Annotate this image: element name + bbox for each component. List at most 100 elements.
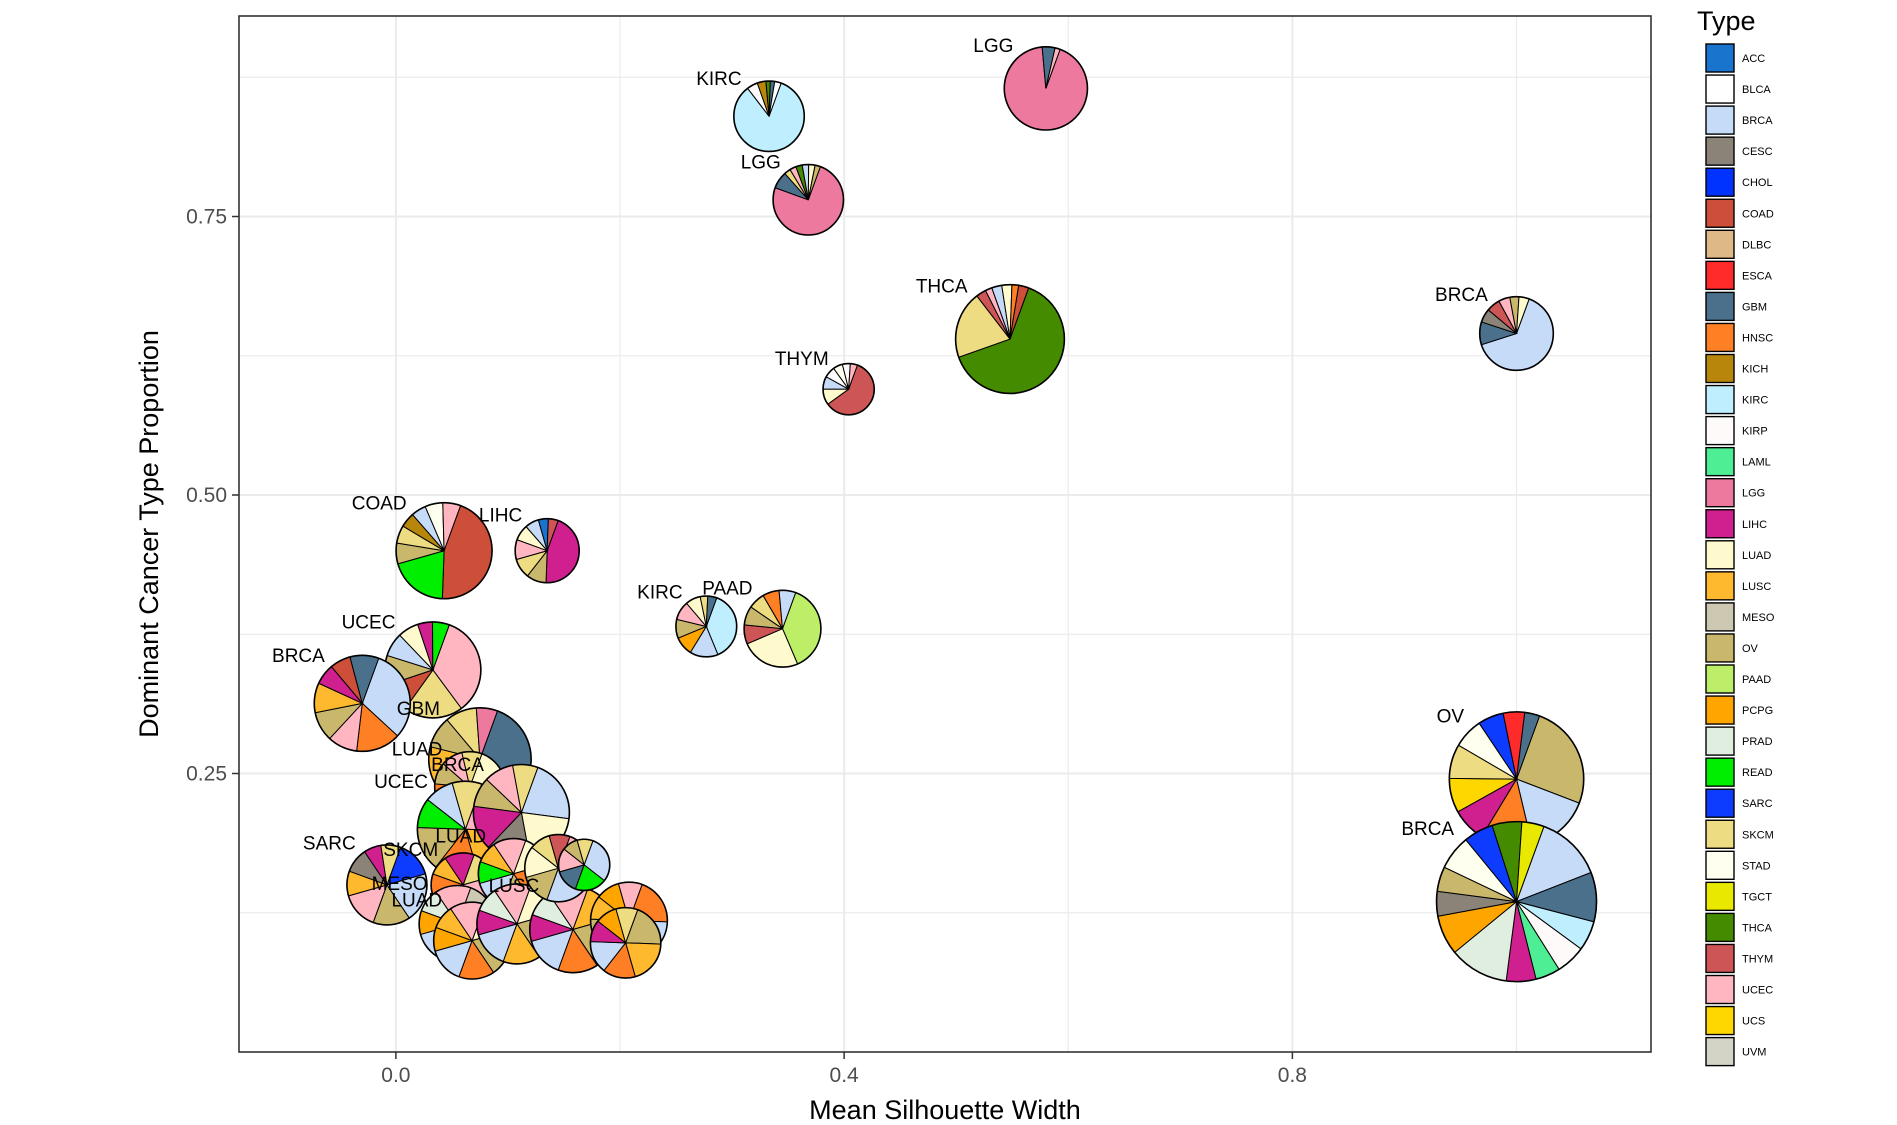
point-label: LUAD — [392, 739, 443, 760]
x-tick-label: 0.8 — [1278, 1064, 1307, 1087]
legend-key — [1705, 260, 1735, 291]
legend-label: UCEC — [1742, 985, 1773, 997]
pie-marker — [557, 838, 611, 892]
y-tick-label: 0.75 — [186, 206, 227, 229]
legend-title: Type — [1697, 6, 1756, 36]
pie-outline — [346, 844, 428, 926]
pie-marker — [675, 595, 738, 658]
legend-key — [1705, 1036, 1735, 1067]
pie-marker — [772, 163, 845, 236]
point-label: BRCA — [1401, 819, 1454, 840]
legend-label: THYM — [1742, 953, 1773, 965]
point-label: LUAD — [391, 891, 442, 912]
point-label: LGG — [741, 152, 781, 173]
legend-label: UVM — [1742, 1047, 1766, 1059]
legend-key — [1705, 353, 1735, 384]
pie-marker — [1003, 46, 1089, 131]
pie-outline — [733, 80, 806, 153]
point-label: THCA — [916, 277, 968, 298]
x-tick-label: 0.4 — [830, 1064, 860, 1087]
legend-label: HNSC — [1742, 332, 1773, 344]
legend-label: DLBC — [1742, 239, 1771, 251]
legend-key — [1705, 167, 1735, 197]
legend-key — [1705, 850, 1735, 880]
pie-outline — [1003, 46, 1089, 131]
legend-key — [1705, 415, 1735, 446]
point-label: GBM — [397, 699, 440, 720]
legend-key — [1705, 881, 1735, 912]
legend-key — [1705, 726, 1735, 756]
point-label: UCEC — [342, 612, 396, 633]
pie-marker — [346, 844, 428, 926]
y-tick-label: 0.25 — [186, 763, 227, 786]
legend-key — [1705, 105, 1735, 135]
legend-label: LGG — [1742, 488, 1765, 500]
point-label: KIRC — [637, 583, 682, 604]
legend-key — [1705, 695, 1735, 725]
point-label: MESO — [372, 874, 428, 895]
pie-outline — [395, 501, 493, 600]
y-tick-label: 0.50 — [186, 484, 227, 507]
legend-label: CHOL — [1742, 177, 1773, 189]
point-label: COAD — [352, 493, 407, 514]
legend-key — [1705, 912, 1735, 943]
legend-key — [1705, 757, 1735, 787]
point-label: LGG — [973, 36, 1013, 57]
pie-marker — [514, 517, 580, 584]
legend-label: UCS — [1742, 1016, 1765, 1028]
legend-key — [1705, 664, 1735, 694]
legend-label: PRAD — [1742, 736, 1773, 748]
pie-outline — [589, 906, 662, 979]
x-tick-label: 0.0 — [381, 1064, 410, 1087]
pie-marker — [384, 621, 482, 719]
pie-marker — [1448, 711, 1585, 848]
point-label: LIHC — [479, 506, 522, 527]
legend-label: SARC — [1742, 798, 1773, 810]
legend-label: READ — [1742, 767, 1773, 779]
point-label: OV — [1437, 707, 1465, 728]
pie-outline — [772, 163, 845, 236]
pie-marker — [313, 654, 412, 753]
legend-key — [1705, 229, 1735, 260]
point-label: LUAD — [435, 826, 486, 847]
legend-label: LAML — [1742, 457, 1771, 469]
legend-label: KIRP — [1742, 426, 1768, 438]
point-label: UCEC — [374, 772, 428, 793]
legend-key — [1705, 540, 1735, 570]
pie-marker — [1478, 295, 1555, 372]
legend-label: TGCT — [1742, 891, 1772, 903]
legend-key — [1705, 384, 1735, 415]
legend-label: THCA — [1742, 922, 1773, 934]
point-label: LUSC — [489, 876, 540, 897]
legend-label: LUAD — [1742, 550, 1771, 562]
legend-label: SKCM — [1742, 829, 1774, 841]
pie-marker — [1435, 820, 1598, 983]
legend-label: COAD — [1742, 208, 1774, 220]
legend-key — [1705, 509, 1735, 539]
pie-outline — [313, 654, 412, 753]
pie-marker — [822, 362, 876, 416]
point-label: SARC — [303, 834, 356, 855]
legend-label: STAD — [1742, 860, 1771, 872]
legend-label: GBM — [1742, 301, 1767, 313]
legend: Type ACC BLCA BRCA CESC CHOL COAD DLBC ESCA GBM H… — [1697, 6, 1775, 1067]
legend-key — [1705, 633, 1735, 663]
legend-label: LUSC — [1742, 581, 1771, 593]
point-label: BRCA — [431, 755, 484, 776]
pie-outline — [954, 283, 1066, 395]
pie-outline — [514, 517, 580, 584]
panel-border — [238, 15, 1652, 1053]
legend-key — [1705, 291, 1735, 322]
legend-label: KIRC — [1742, 395, 1768, 407]
legend-key — [1705, 819, 1735, 849]
pie-marker — [733, 80, 806, 153]
point-label: SKCM — [383, 840, 438, 861]
legend-label: ESCA — [1742, 270, 1773, 282]
pie-outline — [557, 838, 611, 892]
legend-label: PCPG — [1742, 705, 1773, 717]
legend-key — [1705, 571, 1735, 601]
legend-label: CESC — [1742, 146, 1773, 158]
legend-key — [1705, 974, 1735, 1005]
point-label: KIRC — [696, 69, 741, 90]
